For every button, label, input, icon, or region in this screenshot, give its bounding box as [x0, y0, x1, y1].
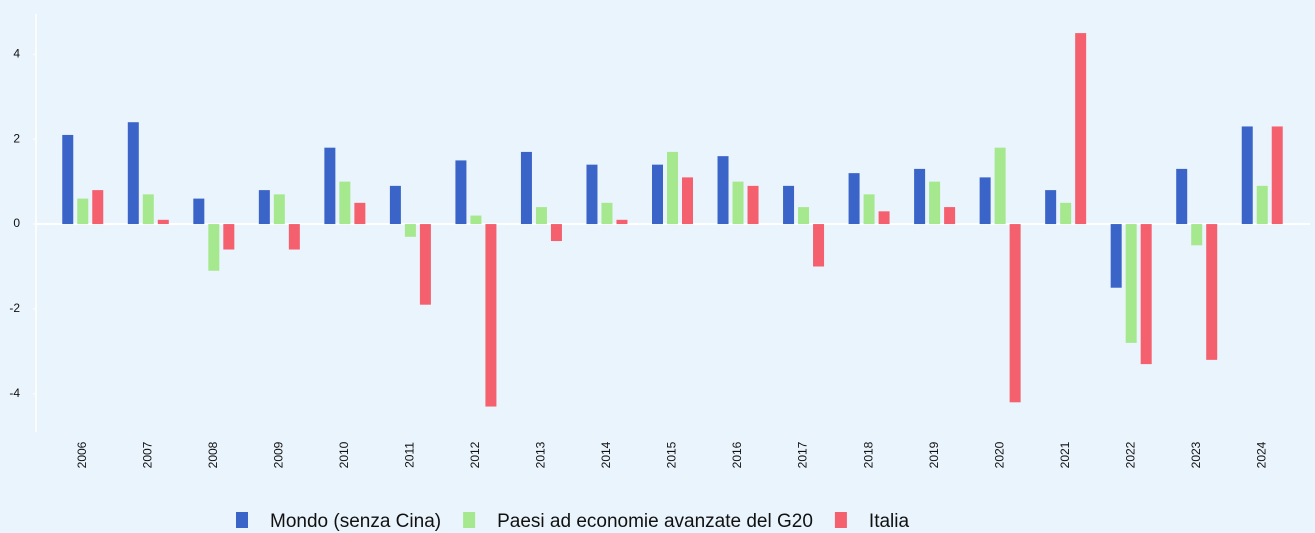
x-tick-label: 2024 [1254, 441, 1268, 468]
bar [1206, 224, 1218, 360]
x-tick-label: 2019 [927, 441, 941, 468]
legend-swatch [236, 512, 248, 528]
bar [193, 198, 205, 225]
bar [783, 185, 795, 225]
bar [863, 194, 875, 225]
bar [288, 224, 300, 250]
bar [258, 190, 270, 225]
bar [1045, 190, 1057, 225]
bar [520, 151, 532, 225]
bar [914, 168, 926, 225]
bar [586, 164, 598, 225]
bar [92, 190, 104, 225]
bar [848, 173, 860, 225]
bar [682, 177, 693, 225]
x-tick-label: 2015 [665, 441, 679, 468]
x-tick-label: 2007 [140, 441, 154, 468]
legend-label: Italia [869, 511, 910, 532]
legend-swatch [834, 512, 847, 528]
bar [142, 194, 154, 225]
legend-label: Mondo (senza Cina) [270, 511, 441, 532]
bar [652, 164, 663, 225]
bar [389, 185, 401, 225]
bar [535, 207, 547, 225]
bar [1125, 224, 1137, 343]
bar [1191, 224, 1203, 246]
bar [404, 224, 416, 237]
bar [455, 160, 467, 225]
x-tick-label: 2014 [599, 441, 613, 468]
bar [485, 224, 497, 407]
y-tick-label: -2 [9, 301, 20, 315]
bar [747, 185, 759, 225]
bar [813, 224, 825, 267]
bar [616, 219, 628, 225]
bar [798, 207, 810, 225]
bar [994, 147, 1006, 225]
x-tick-label: 2018 [861, 441, 875, 468]
bar [732, 181, 744, 225]
bar [77, 198, 89, 225]
bar [208, 224, 220, 271]
bar [1256, 185, 1268, 225]
bar [878, 211, 890, 225]
bar [419, 224, 431, 305]
bar [470, 215, 482, 225]
x-tick-label: 2022 [1123, 441, 1137, 468]
bar [354, 202, 366, 225]
legend-swatch [463, 512, 476, 528]
x-tick-label: 2008 [206, 441, 220, 468]
bar [339, 181, 351, 225]
bar [1075, 33, 1087, 225]
x-tick-label: 2016 [730, 441, 744, 468]
legend-label: Paesi ad economie avanzate del G20 [497, 511, 813, 532]
x-tick-label: 2020 [992, 441, 1006, 468]
x-tick-label: 2023 [1189, 441, 1203, 468]
bar [1176, 168, 1188, 225]
x-tick-label: 2013 [534, 441, 548, 468]
x-tick-label: 2012 [468, 441, 482, 468]
bar [717, 156, 729, 225]
bar [929, 181, 941, 225]
y-tick-label: -4 [9, 386, 20, 400]
y-tick-label: 0 [13, 216, 20, 230]
x-tick-label: 2021 [1058, 441, 1072, 468]
bar [1110, 224, 1122, 288]
bar [601, 202, 613, 225]
bar [157, 219, 169, 225]
y-tick-label: 2 [13, 131, 20, 145]
x-tick-label: 2006 [75, 441, 89, 468]
bar [667, 151, 678, 225]
bar [127, 122, 139, 225]
bar [62, 134, 74, 225]
bar [1271, 126, 1283, 225]
x-tick-label: 2017 [796, 441, 810, 468]
bar [223, 224, 235, 250]
bar [944, 207, 956, 225]
y-tick-label: 4 [13, 46, 20, 60]
bar [1140, 224, 1152, 365]
bar [324, 147, 336, 225]
bar [1009, 224, 1021, 403]
x-tick-label: 2009 [272, 441, 286, 468]
bar [1060, 202, 1072, 225]
x-tick-label: 2010 [337, 441, 351, 468]
bar [550, 224, 562, 242]
bar [979, 177, 991, 225]
x-tick-label: 2011 [403, 442, 417, 468]
bar [273, 194, 285, 225]
bar [1241, 126, 1253, 225]
